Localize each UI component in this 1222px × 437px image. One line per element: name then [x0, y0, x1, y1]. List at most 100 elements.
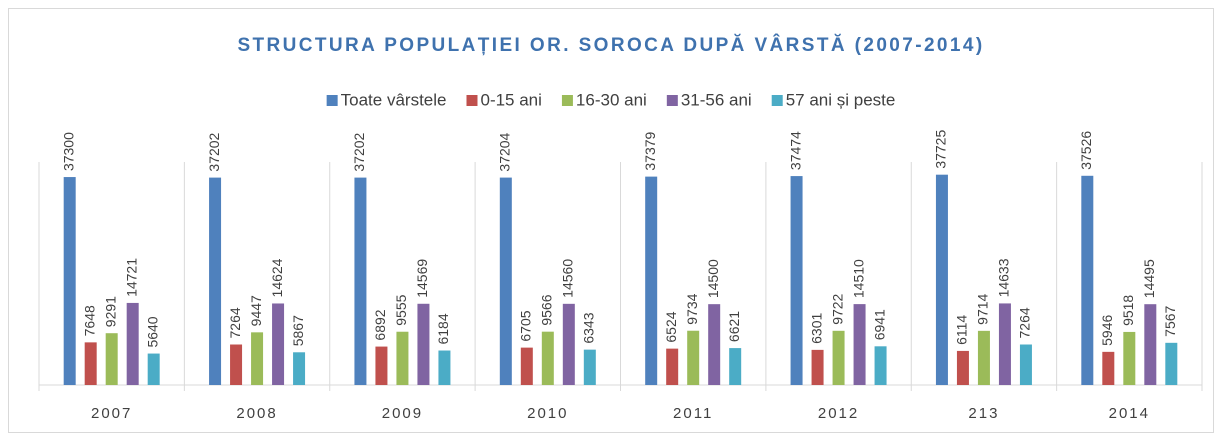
bar — [666, 348, 679, 385]
value-label: 5867 — [290, 315, 306, 346]
value-label: 6343 — [581, 312, 597, 343]
x-tick-label: 213 — [968, 405, 999, 422]
bar — [935, 174, 948, 385]
value-label: 9722 — [829, 293, 845, 324]
legend-item: 0-15 ani — [466, 90, 542, 109]
bar — [209, 177, 222, 385]
value-label: 37379 — [642, 131, 658, 170]
value-label: 9714 — [975, 293, 991, 324]
bar — [1123, 331, 1136, 385]
bar — [832, 330, 845, 385]
value-label: 14500 — [705, 259, 721, 298]
legend-label: 0-15 ani — [480, 90, 541, 109]
bar — [126, 302, 139, 385]
bar — [956, 350, 969, 385]
bar — [853, 304, 866, 385]
value-label: 6705 — [518, 310, 534, 341]
bar — [708, 304, 721, 385]
x-tick-label: 2011 — [673, 405, 713, 422]
value-label: 6524 — [663, 311, 679, 342]
chart-title: STRUCTURA POPULAȚIEI OR. SOROCA DUPĂ VÂR… — [237, 34, 984, 56]
value-label: 5640 — [144, 316, 160, 347]
value-label: 37474 — [787, 131, 803, 170]
value-label: 9291 — [102, 296, 118, 327]
value-label: 37526 — [1078, 131, 1094, 170]
value-label: 14633 — [996, 258, 1012, 297]
legend-swatch — [666, 95, 678, 106]
value-label: 7264 — [227, 307, 243, 338]
legend-swatch — [466, 95, 478, 106]
bar — [396, 331, 409, 385]
bar — [1102, 351, 1115, 385]
bar — [562, 303, 575, 385]
value-label: 6621 — [726, 311, 742, 342]
legend-label: 57 ani și peste — [786, 90, 896, 109]
value-label: 14569 — [414, 259, 430, 298]
bar — [729, 348, 742, 385]
value-label: 6301 — [808, 313, 824, 344]
value-label: 9447 — [248, 295, 264, 326]
legend-item: 16-30 ani — [561, 90, 647, 109]
legend-swatch — [771, 95, 783, 106]
legend-label: 31-56 ani — [681, 90, 752, 109]
value-label: 14721 — [123, 258, 139, 297]
legend-swatch — [326, 95, 338, 106]
bar — [1019, 344, 1032, 385]
value-label: 7264 — [1017, 307, 1033, 338]
value-label: 9555 — [393, 294, 409, 325]
bar — [354, 177, 367, 385]
legend-item: 31-56 ani — [666, 90, 752, 109]
value-label: 14495 — [1141, 259, 1157, 298]
value-label: 37202 — [351, 132, 367, 171]
bar — [417, 303, 430, 385]
bar — [1165, 342, 1178, 385]
value-label: 9518 — [1120, 295, 1136, 326]
bar — [687, 330, 700, 385]
legend-item: 57 ani și peste — [771, 90, 896, 109]
bar — [645, 176, 658, 385]
value-label: 37202 — [206, 132, 222, 171]
bar — [105, 333, 118, 385]
value-label: 37204 — [497, 132, 513, 171]
bar — [583, 349, 596, 385]
bar — [251, 332, 264, 385]
bar — [811, 349, 824, 385]
bar — [790, 176, 803, 385]
value-label: 5946 — [1099, 314, 1115, 345]
legend-label: 16-30 ani — [576, 90, 647, 109]
legend-swatch — [561, 95, 573, 106]
bar — [874, 346, 887, 385]
bar — [1144, 304, 1157, 385]
value-label: 6892 — [372, 309, 388, 340]
x-tick-label: 2010 — [527, 405, 568, 422]
value-label: 14560 — [560, 259, 576, 298]
bar — [438, 350, 451, 385]
value-label: 14624 — [269, 258, 285, 297]
bar — [147, 353, 160, 385]
bar — [375, 346, 388, 385]
legend-label: Toate vârstele — [341, 90, 447, 109]
bar — [63, 177, 76, 385]
bar — [541, 331, 554, 385]
value-label: 9734 — [684, 293, 700, 324]
value-label: 37300 — [60, 132, 76, 171]
bar — [520, 347, 533, 385]
value-label: 6114 — [954, 315, 970, 345]
value-label: 7648 — [81, 305, 97, 336]
value-label: 7567 — [1162, 305, 1178, 336]
x-tick-label: 2007 — [91, 405, 132, 422]
bar — [1081, 175, 1094, 385]
bar — [998, 303, 1011, 385]
x-tick-label: 2008 — [236, 405, 277, 422]
value-label: 14510 — [850, 259, 866, 298]
bar — [293, 352, 306, 385]
value-label: 9566 — [539, 294, 555, 325]
bar — [977, 330, 990, 385]
legend-item: Toate vârstele — [326, 90, 447, 109]
x-tick-label: 2009 — [382, 405, 423, 422]
chart-border — [8, 8, 1214, 433]
value-label: 6184 — [435, 313, 451, 344]
bar — [230, 344, 243, 385]
x-tick-label: 2012 — [818, 405, 859, 422]
